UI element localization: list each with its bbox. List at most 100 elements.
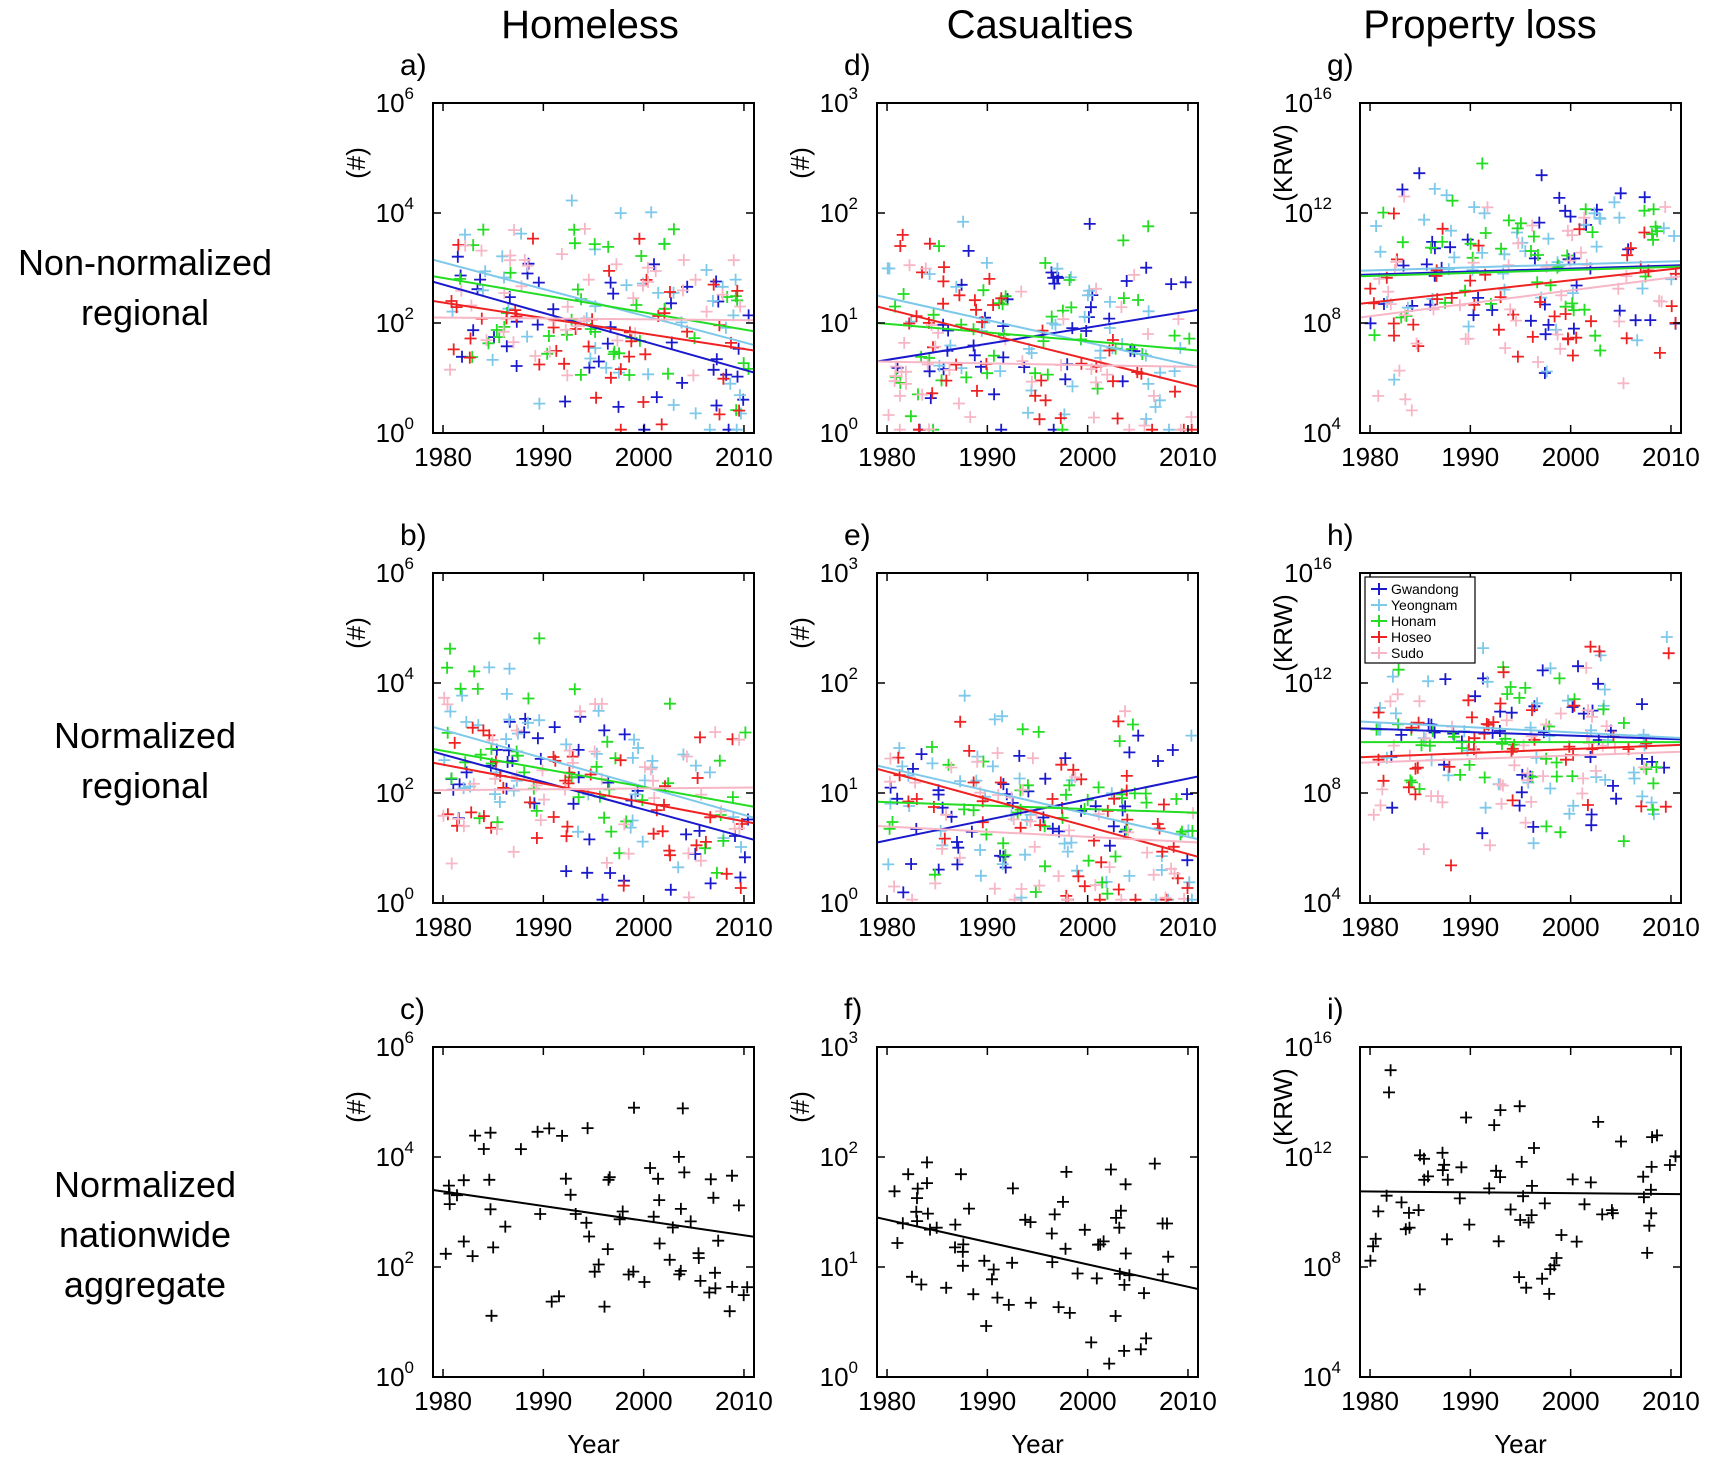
plot-area (877, 689, 1198, 903)
data-point (588, 238, 601, 251)
data-point (1514, 217, 1527, 230)
data-point (1024, 1216, 1037, 1229)
data-point (642, 368, 655, 381)
data-point (589, 698, 602, 710)
data-point (1496, 779, 1509, 792)
data-point (1123, 746, 1136, 759)
data-point (1436, 235, 1449, 248)
data-point (548, 721, 561, 734)
data-point (1494, 291, 1507, 304)
data-point (1403, 1206, 1415, 1219)
data-point (1554, 707, 1567, 720)
data-point (499, 1220, 512, 1233)
data-point (932, 788, 945, 801)
data-point (1078, 310, 1091, 323)
data-point (456, 689, 469, 702)
y-tick-label: 104 (1303, 414, 1341, 448)
x-tick-label: 2010 (1159, 442, 1217, 472)
data-point (1057, 313, 1070, 326)
data-point (450, 301, 463, 314)
data-point (1459, 333, 1472, 345)
x-tick-label: 1980 (1341, 1386, 1399, 1416)
data-point (1115, 893, 1128, 903)
trend-line-honam (1360, 265, 1681, 278)
data-point (734, 871, 747, 884)
data-point (726, 1280, 739, 1293)
data-point (735, 841, 747, 853)
trend-line-gwandong (1360, 264, 1681, 276)
data-point (1384, 1064, 1397, 1077)
data-point (626, 751, 639, 764)
data-point (611, 334, 624, 347)
data-point (1566, 1173, 1579, 1186)
plot-frame (876, 1046, 1199, 1378)
data-point (1014, 821, 1027, 834)
y-tick-label: 1016 (1284, 1028, 1332, 1062)
data-point (1651, 1129, 1663, 1142)
data-point (531, 1125, 544, 1138)
data-point (963, 744, 976, 757)
data-point (644, 763, 657, 776)
data-point (1059, 373, 1072, 386)
data-point (1566, 770, 1579, 783)
data-point (1572, 660, 1584, 673)
data-point (1525, 245, 1537, 257)
data-point (1641, 1246, 1654, 1259)
data-point (1404, 774, 1417, 787)
data-point (1519, 681, 1532, 694)
data-point (1091, 382, 1104, 395)
x-axis-label: Year (1494, 1429, 1547, 1459)
data-point (1123, 869, 1136, 882)
data-point (926, 387, 939, 400)
data-point (983, 272, 996, 285)
data-point (1374, 799, 1387, 812)
data-point (1006, 1182, 1019, 1195)
data-point (639, 348, 652, 361)
data-point (942, 758, 955, 771)
data-point (1534, 296, 1547, 308)
data-point (602, 240, 615, 253)
data-point (1507, 308, 1520, 321)
data-point (1544, 279, 1557, 292)
data-point (1442, 769, 1455, 782)
data-point (1614, 187, 1627, 200)
plot-frame (1359, 572, 1682, 904)
data-point (1078, 880, 1091, 893)
data-point (994, 776, 1007, 789)
data-point (1454, 768, 1467, 781)
data-point (490, 324, 503, 336)
data-point (1140, 796, 1153, 809)
legend-label-sudo: Sudo (1391, 645, 1424, 661)
trend-line-aggregate (877, 1216, 1198, 1290)
data-point (1479, 801, 1492, 814)
data-point (738, 851, 751, 864)
plot-area (433, 194, 754, 433)
data-point (609, 752, 622, 765)
data-point (511, 727, 524, 740)
data-point (600, 361, 613, 374)
data-point (1061, 893, 1074, 903)
data-point (953, 851, 966, 864)
data-point (1493, 725, 1506, 737)
data-point (1585, 808, 1598, 821)
y-tick-label: 1012 (1284, 664, 1332, 698)
trend-line-sudo (877, 825, 1198, 844)
data-point (1508, 759, 1521, 772)
data-point (521, 259, 534, 272)
data-point (1412, 340, 1425, 353)
data-point (543, 345, 556, 358)
data-point (940, 1281, 953, 1294)
data-point (664, 883, 677, 896)
data-point (700, 264, 713, 276)
data-point (510, 724, 523, 737)
trend-line-hoseo (1360, 267, 1681, 305)
data-point (487, 1241, 500, 1254)
data-point (578, 222, 591, 235)
data-point (916, 388, 929, 401)
data-point (897, 288, 910, 300)
data-point (1103, 839, 1116, 852)
data-point (629, 788, 642, 801)
data-point (444, 363, 456, 376)
trend-line-hoseo (433, 761, 754, 825)
data-point (921, 1156, 933, 1169)
